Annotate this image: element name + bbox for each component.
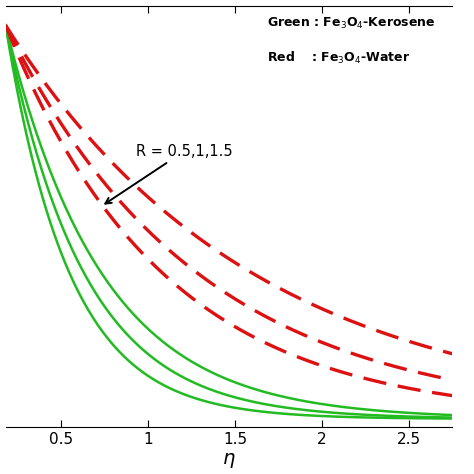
Text: Green : Fe$_3$O$_4$-Kerosene: Green : Fe$_3$O$_4$-Kerosene xyxy=(267,16,436,31)
Text: Red    : Fe$_3$O$_4$-Water: Red : Fe$_3$O$_4$-Water xyxy=(267,50,410,66)
Text: R = 0.5,1,1.5: R = 0.5,1,1.5 xyxy=(105,144,233,204)
X-axis label: η: η xyxy=(223,449,235,468)
